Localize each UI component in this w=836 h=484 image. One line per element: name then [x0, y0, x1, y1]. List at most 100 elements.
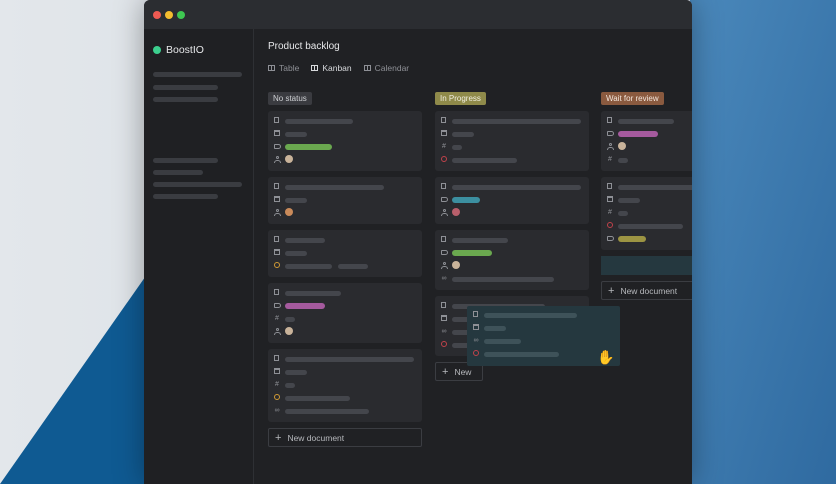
maximize-window-button[interactable] [177, 11, 185, 19]
status-badge[interactable]: Wait for review [601, 92, 664, 105]
page-title: Product backlog [268, 41, 340, 52]
table-icon [268, 65, 275, 71]
label-icon [274, 303, 281, 308]
document-icon [607, 117, 612, 123]
document-icon [473, 311, 478, 317]
view-tab-label: Table [279, 63, 300, 73]
link-icon: ∞ [274, 407, 280, 414]
link-icon: ∞ [473, 337, 479, 344]
brand-label: BoostIO [166, 44, 204, 56]
status-badge[interactable]: No status [268, 92, 312, 105]
date-icon [441, 130, 447, 136]
priority-icon [274, 262, 280, 268]
assignee-icon [607, 143, 614, 150]
date-icon [607, 196, 613, 202]
grab-cursor-icon: ✋ [597, 349, 615, 365]
priority-icon [441, 156, 447, 162]
avatar [618, 142, 626, 150]
kanban-card[interactable] [268, 177, 422, 224]
label-icon [607, 236, 614, 241]
minimize-window-button[interactable] [165, 11, 173, 19]
close-window-button[interactable] [153, 11, 161, 19]
avatar [285, 327, 293, 335]
avatar [285, 208, 293, 216]
new-document-button[interactable]: + New document [601, 281, 692, 300]
document-icon [274, 236, 279, 242]
brand-dot-icon [153, 46, 161, 54]
calendar-icon [363, 65, 371, 71]
assignee-icon [441, 209, 448, 216]
label-icon [607, 131, 614, 136]
sidebar-item[interactable] [153, 182, 242, 187]
kanban-card[interactable]: # [435, 111, 589, 171]
kanban-card[interactable] [268, 230, 422, 277]
avatar [452, 261, 460, 269]
kanban-icon [311, 65, 319, 71]
number-icon: # [442, 143, 446, 150]
view-tab-table[interactable]: Table [268, 63, 299, 73]
date-icon [441, 315, 447, 321]
document-icon [274, 183, 279, 189]
new-document-label: New [454, 366, 472, 377]
kanban-card[interactable] [435, 177, 589, 224]
new-document-label: New document [287, 432, 345, 443]
new-document-label: New document [620, 285, 678, 296]
kanban-card[interactable]: # ∞ [268, 349, 422, 422]
dragged-card[interactable]: ∞ [467, 306, 620, 366]
new-document-button[interactable]: + New [435, 362, 483, 381]
assignee-icon [274, 209, 281, 216]
kanban-card[interactable] [268, 111, 422, 171]
priority-icon [607, 222, 613, 228]
priority-icon [441, 341, 447, 347]
number-icon: # [608, 156, 612, 163]
document-icon [274, 289, 279, 295]
kanban-column-wait-for-review: Wait for review # # + New document [601, 88, 692, 300]
label-icon [274, 144, 281, 149]
view-tab-label: Kanban [322, 63, 352, 73]
main-content: Product backlog Table Kanban Calendar No… [254, 29, 692, 484]
assignee-icon [274, 156, 281, 163]
assignee-icon [274, 328, 281, 335]
view-tab-label: Calendar [374, 63, 410, 73]
sidebar-item[interactable] [153, 72, 242, 77]
drop-placeholder [601, 256, 692, 275]
sidebar: BoostIO [144, 29, 254, 484]
workspace-brand[interactable]: BoostIO [153, 44, 204, 56]
priority-icon [473, 350, 479, 356]
kanban-card[interactable]: # [601, 111, 692, 171]
new-document-button[interactable]: + New document [268, 428, 422, 447]
kanban-card[interactable]: ∞ [435, 230, 589, 290]
sidebar-item[interactable] [153, 85, 218, 90]
title-bar [144, 0, 692, 29]
sidebar-item[interactable] [153, 97, 218, 102]
document-icon [607, 183, 612, 189]
kanban-card[interactable]: # [601, 177, 692, 250]
status-badge[interactable]: In Progress [435, 92, 486, 105]
date-icon [274, 249, 280, 255]
sidebar-item[interactable] [153, 194, 218, 199]
number-icon: # [275, 381, 279, 388]
priority-icon [274, 394, 280, 400]
view-tab-calendar[interactable]: Calendar [363, 63, 410, 73]
document-icon [274, 117, 279, 123]
view-tab-kanban[interactable]: Kanban [311, 63, 352, 73]
sidebar-item[interactable] [153, 170, 203, 175]
kanban-column-no-status: No status # [268, 88, 422, 447]
number-icon: # [275, 315, 279, 322]
date-icon [473, 324, 479, 330]
avatar [452, 208, 460, 216]
date-icon [274, 368, 280, 374]
number-icon: # [608, 209, 612, 216]
label-icon [441, 197, 448, 202]
sidebar-item[interactable] [153, 158, 218, 163]
document-icon [274, 355, 279, 361]
assignee-icon [441, 262, 448, 269]
document-icon [441, 183, 446, 189]
document-icon [441, 302, 446, 308]
plus-icon: + [275, 431, 282, 444]
document-icon [441, 117, 446, 123]
link-icon: ∞ [441, 328, 447, 335]
label-icon [441, 250, 448, 255]
kanban-card[interactable]: # [268, 283, 422, 343]
avatar [285, 155, 293, 163]
